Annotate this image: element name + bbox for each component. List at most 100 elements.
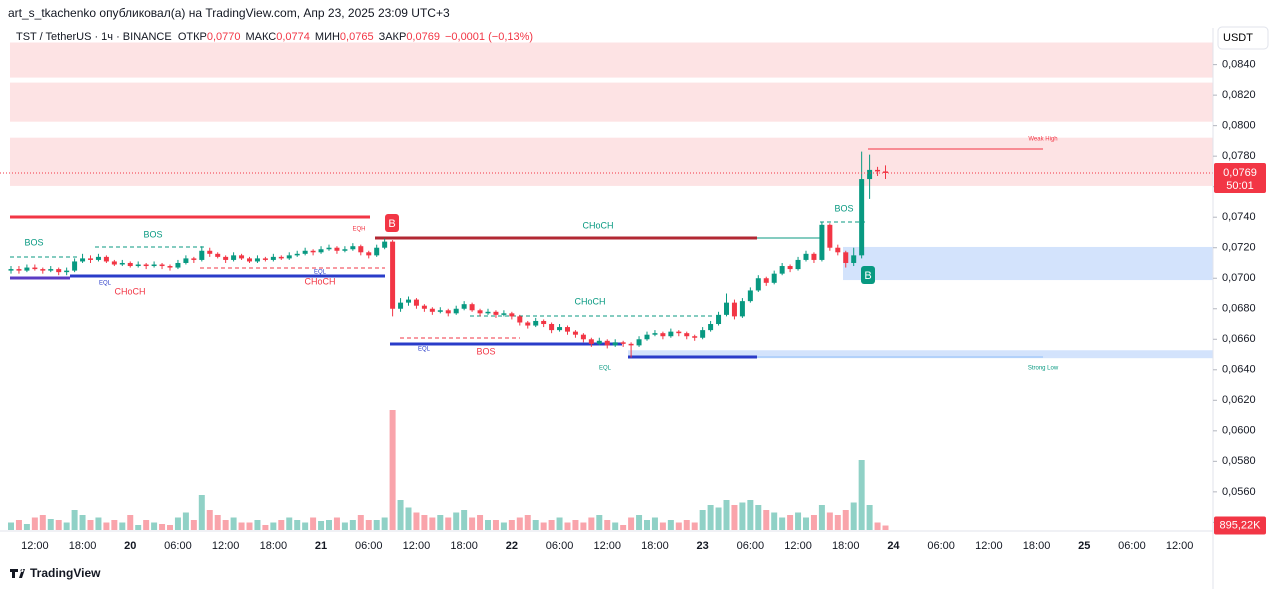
y-tick-label: 0,0720 — [1222, 242, 1256, 254]
candle-body — [398, 302, 404, 309]
volume-bar — [866, 505, 873, 530]
candle-body — [851, 255, 857, 263]
volume-bar — [373, 520, 380, 530]
candle-body — [239, 255, 245, 259]
volume-bar — [636, 515, 643, 530]
volume-bar — [341, 522, 348, 530]
volume-bar — [246, 522, 253, 530]
candle-body — [278, 256, 284, 259]
candle-body — [541, 320, 547, 325]
volume-bar — [198, 495, 205, 530]
y-tick-label: 0,0780 — [1222, 150, 1256, 162]
candle-body — [739, 301, 745, 317]
candle-body — [684, 333, 690, 337]
candle-body — [763, 278, 769, 283]
legend: TST / TetherUS · 1ч · BINANCE ОТКР0,0770… — [16, 31, 533, 43]
volume-bar — [524, 515, 531, 530]
symbol: TST / TetherUS · 1ч · BINANCE — [16, 31, 172, 43]
volume-bar — [787, 515, 794, 530]
candle-body — [119, 262, 125, 265]
candle-body — [835, 247, 841, 253]
brand: TradingView — [30, 566, 101, 580]
annotation: Weak High — [1028, 137, 1057, 143]
volume-bar — [381, 517, 388, 530]
volume-bar — [87, 520, 94, 530]
candle-body — [40, 269, 46, 271]
volume-bar — [659, 522, 666, 530]
volume-bar — [294, 520, 301, 530]
volume-bar — [167, 525, 173, 530]
volume-bar — [747, 500, 754, 530]
candle-body — [525, 322, 531, 326]
x-tick-label: 06:00 — [355, 540, 383, 552]
candle-body — [787, 266, 793, 270]
x-tick-label: 12:00 — [975, 540, 1003, 552]
volume-bar — [214, 515, 221, 530]
volume-bar — [79, 515, 86, 530]
x-tick-label: 06:00 — [546, 540, 574, 552]
volume-bar — [15, 520, 22, 530]
volume-bar — [548, 520, 555, 530]
annotation: BOS — [143, 229, 162, 239]
volume-bar — [771, 512, 778, 530]
candle-body — [8, 269, 14, 271]
volume-bar — [596, 515, 603, 530]
x-tick-label: 20 — [124, 540, 136, 552]
candle-body — [827, 224, 833, 248]
candle-body — [127, 262, 133, 267]
candle-body — [429, 308, 435, 312]
candle-body — [580, 334, 586, 340]
x-tick-label: 12:00 — [212, 540, 240, 552]
volume-bar — [604, 520, 611, 530]
volume-bar — [326, 520, 332, 530]
y-tick-label: 0,0740 — [1222, 211, 1256, 223]
volume-bar — [318, 521, 325, 530]
volume-bar — [858, 460, 865, 530]
annotation: EQL — [99, 281, 112, 287]
countdown: 50:01 — [1226, 180, 1254, 192]
candle-body — [111, 261, 117, 265]
candle-body — [207, 250, 213, 254]
volume-bar — [532, 520, 539, 530]
candle-body — [159, 264, 165, 267]
candle-body — [437, 310, 443, 312]
x-tick-label: 23 — [697, 540, 709, 552]
candle-body — [716, 314, 722, 325]
y-tick-label: 0,0800 — [1222, 120, 1256, 132]
annotation: CHoCH — [114, 286, 145, 296]
volume-bar — [882, 525, 889, 530]
x-tick-label: 24 — [887, 540, 900, 552]
volume-bar — [564, 522, 571, 530]
volume-bar — [874, 522, 881, 530]
volume-bar — [485, 520, 491, 530]
x-tick-label: 12:00 — [593, 540, 621, 552]
candle-body — [382, 241, 388, 248]
ohlc-name: ОТКР — [177, 31, 207, 43]
volume-bar — [612, 522, 619, 530]
candle-body — [24, 267, 30, 271]
y-tick-label: 0,0600 — [1222, 425, 1256, 437]
volume-bar — [8, 522, 14, 530]
candle-body — [358, 246, 364, 253]
candle-body — [477, 310, 483, 314]
candle-body — [859, 179, 865, 256]
volume-bar — [302, 522, 309, 530]
annotation: EQL — [314, 270, 327, 276]
signal-label: B — [388, 218, 395, 230]
volume-bar — [63, 522, 70, 530]
candle-body — [103, 256, 109, 262]
volume-bar — [723, 500, 730, 530]
annotation: EQH — [352, 227, 365, 233]
candle-body — [64, 270, 70, 273]
candle-body — [95, 256, 101, 260]
annotation: EQL — [418, 347, 431, 353]
candle-body — [533, 320, 539, 326]
volume-bar — [445, 517, 452, 530]
x-tick-label: 06:00 — [1118, 540, 1146, 552]
candle-body — [421, 305, 427, 309]
y-tick-label: 0,0640 — [1222, 364, 1256, 376]
candle-body — [445, 310, 451, 314]
volume-bar — [588, 517, 595, 530]
